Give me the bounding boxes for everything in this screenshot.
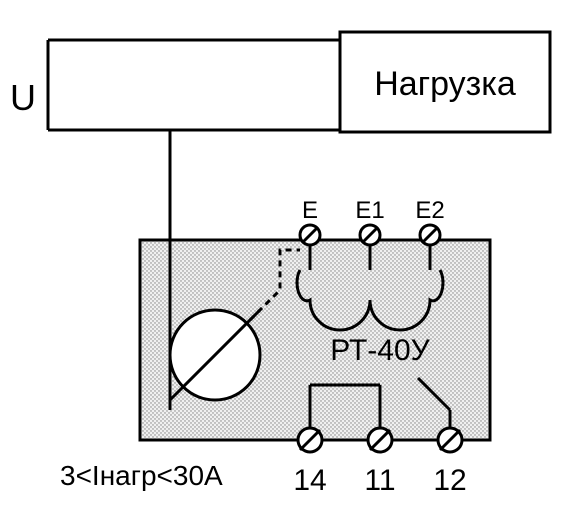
voltage-label: U bbox=[10, 77, 36, 118]
current-range-label: 3<Iнагр<30А bbox=[60, 460, 223, 491]
terminal-E1-label: E1 bbox=[355, 197, 384, 224]
terminal-E-label: E bbox=[302, 197, 318, 224]
terminal-E: E bbox=[300, 197, 320, 245]
terminal-E1: E1 bbox=[355, 197, 384, 245]
contact-14-label: 14 bbox=[293, 464, 326, 497]
contact-12: 12 bbox=[433, 428, 466, 497]
contact-12-label: 12 bbox=[433, 464, 466, 497]
terminal-E2-label: E2 bbox=[415, 197, 444, 224]
wiring-diagram: U Нагрузка E E1 E2 РТ-40У bbox=[0, 0, 567, 528]
contact-14: 14 bbox=[293, 428, 326, 497]
contact-11: 11 bbox=[364, 428, 395, 497]
device-label: РТ-40У bbox=[330, 334, 430, 367]
contact-11-label: 11 bbox=[364, 464, 395, 497]
terminal-E2: E2 bbox=[415, 197, 444, 245]
load-label: Нагрузка bbox=[374, 65, 516, 103]
